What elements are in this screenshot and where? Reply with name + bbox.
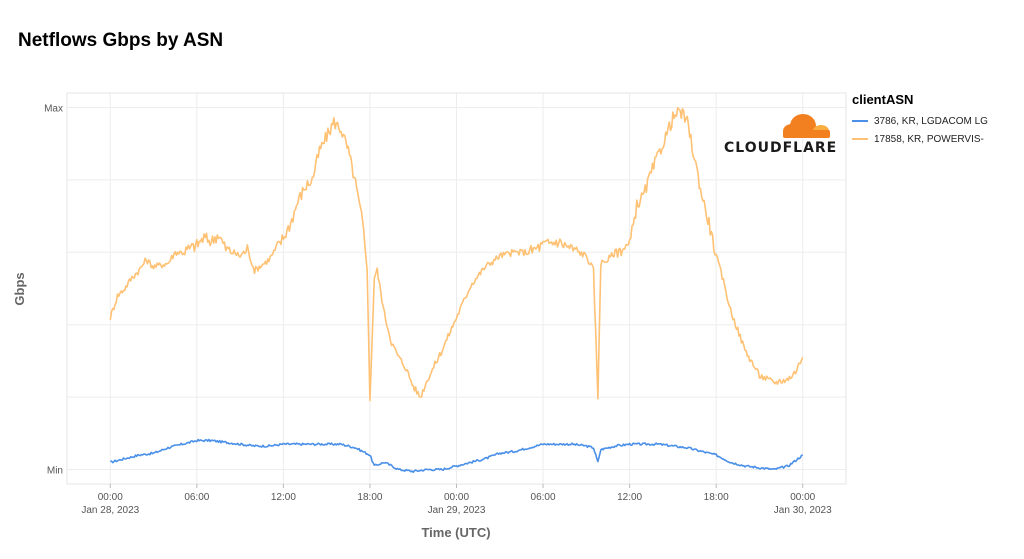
series-line-powervis: [109, 107, 804, 402]
x-tick-label: 12:00: [271, 492, 296, 503]
logo-text: CLOUDFLARE: [724, 140, 837, 156]
grid: [67, 93, 846, 484]
x-tick-label: 18:00: [704, 492, 729, 503]
y-tick-label: Max: [44, 103, 63, 114]
legend-swatch-powervis: [852, 138, 868, 140]
cloudflare-logo: CLOUDFLARE: [724, 114, 837, 156]
x-axis-title: Time (UTC): [421, 525, 490, 540]
x-tick-date-label: Jan 29, 2023: [428, 505, 486, 516]
legend-label: 17858, KR, POWERVIS-: [874, 133, 984, 145]
x-tick-label: 00:00: [790, 492, 815, 503]
tick-group: 00:00 Jan 28, 2023 06:00 12:00 18:00 00:00 Jan…: [44, 103, 832, 516]
chart-title: Netflows Gbps by ASN: [18, 30, 224, 51]
x-tick-label: 06:00: [184, 492, 209, 503]
x-tick-date-label: Jan 28, 2023: [81, 505, 139, 516]
legend-item-powervis[interactable]: 17858, KR, POWERVIS-: [852, 130, 988, 148]
cloud-icon: [783, 114, 830, 138]
x-tick-date-label: Jan 30, 2023: [774, 505, 832, 516]
x-tick-label: 00:00: [98, 492, 123, 503]
legend-swatch-lgdacom: [852, 120, 868, 122]
x-tick-label: 12:00: [617, 492, 642, 503]
legend: clientASN 3786, KR, LGDACOM LG 17858, KR…: [852, 92, 988, 148]
x-tick-label: 00:00: [444, 492, 469, 503]
legend-title: clientASN: [852, 92, 914, 107]
y-axis-title: Gbps: [12, 272, 27, 305]
x-tick-label: 18:00: [357, 492, 382, 503]
series-line-lgdacom: [110, 438, 803, 473]
series-group: [109, 107, 804, 473]
legend-item-lgdacom[interactable]: 3786, KR, LGDACOM LG: [852, 112, 988, 130]
y-tick-label: Min: [47, 466, 63, 477]
legend-label: 3786, KR, LGDACOM LG: [874, 115, 988, 127]
x-tick-label: 06:00: [531, 492, 556, 503]
